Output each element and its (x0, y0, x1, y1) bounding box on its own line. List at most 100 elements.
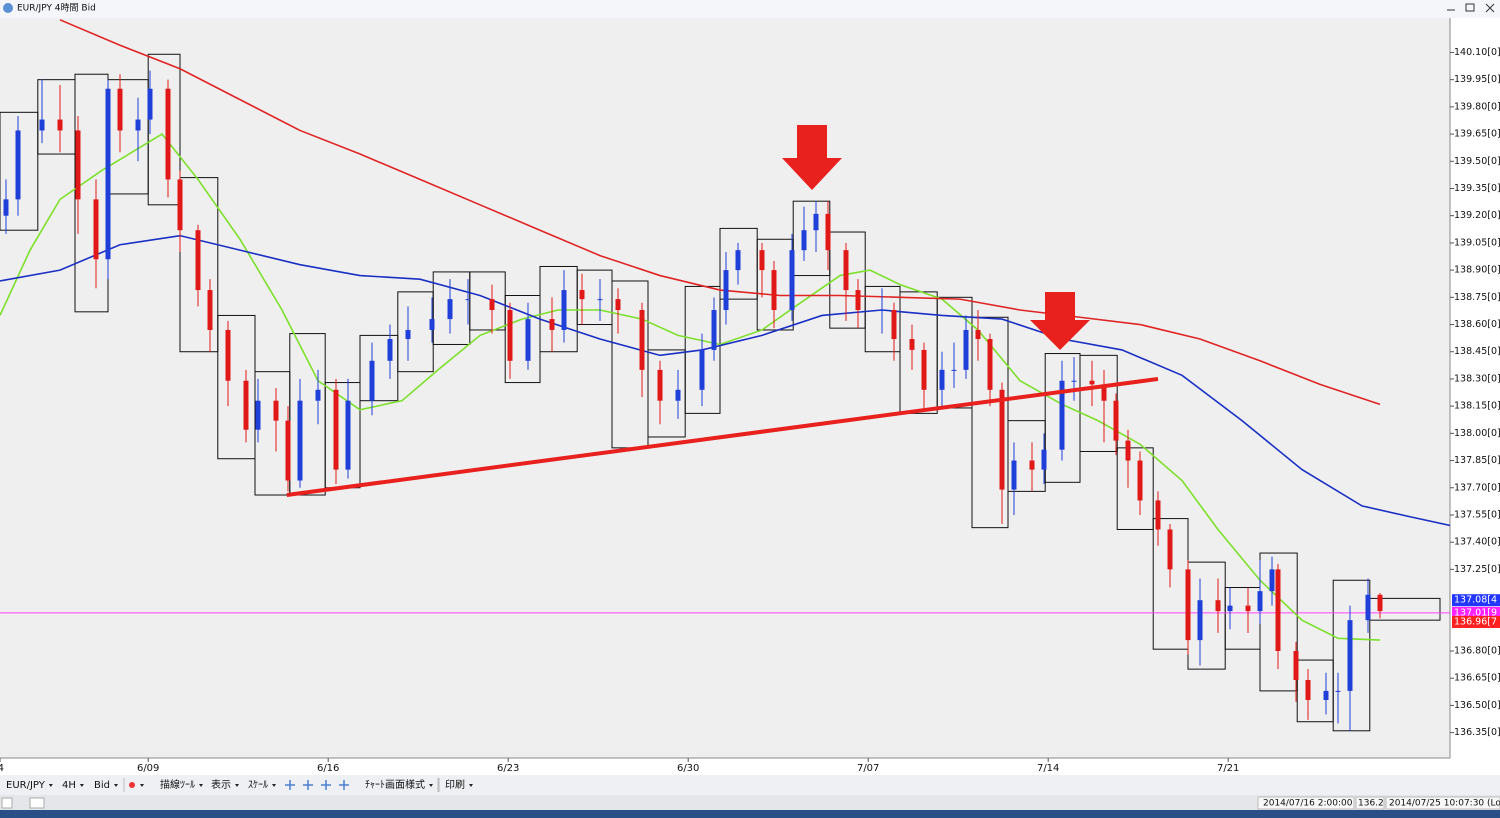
x-tick-label: 4 (0, 763, 4, 774)
toolbar-menu[interactable]: ﾁｬｰﾄ画面様式 (365, 778, 425, 791)
dropdown-arrow[interactable] (235, 784, 239, 787)
candle-body (195, 230, 201, 291)
status-cell (1355, 796, 1385, 810)
candle-body (675, 389, 681, 401)
toolbar-icon[interactable] (321, 780, 331, 790)
candle-body (1101, 384, 1107, 401)
candle-body (1275, 569, 1281, 651)
candle-body (549, 319, 555, 330)
status-text: 2014/07/25 10:07:30 (Lo (1389, 799, 1500, 809)
candle-body (843, 250, 849, 291)
candle-body (1227, 605, 1233, 612)
candle-body (1125, 440, 1131, 461)
price-tag (1452, 606, 1500, 619)
window-buttons[interactable] (1447, 3, 1495, 13)
range-box (147, 53, 181, 206)
y-tick-label: 138.30[0] (1454, 373, 1500, 384)
candle-body (465, 299, 471, 301)
toolbar-icon[interactable] (339, 780, 349, 790)
candle-body (639, 310, 645, 370)
candle-body (1365, 594, 1371, 621)
candle-body (369, 360, 375, 401)
candle-body (207, 290, 213, 330)
close-button[interactable] (1485, 3, 1495, 13)
candle-body (1137, 460, 1143, 501)
window-title: EUR/JPY 4時間 Bid (17, 3, 96, 14)
annotations (782, 125, 1090, 350)
y-tick-label: 137.55[0] (1454, 509, 1500, 520)
maximize-button[interactable] (1465, 3, 1475, 12)
candle-body (1167, 529, 1173, 570)
candle-body (1305, 680, 1311, 700)
candle-body (429, 319, 435, 330)
candle-body (1347, 620, 1353, 691)
arrow-annotation (782, 125, 842, 190)
price-tag (1452, 594, 1500, 607)
toolbar-menu[interactable]: 描線ﾂｰﾙ (160, 778, 195, 791)
status-text: 136.2 (1358, 799, 1384, 809)
scroll-left[interactable] (1, 797, 13, 809)
candle-body (387, 339, 393, 361)
toolbar-items: EUR/JPY 4H Bid 描線ﾂｰﾙ 表示 ｽｹｰﾙ ﾁｬｰﾄ画面様式 印刷 (6, 778, 473, 792)
dropdown-arrow[interactable] (272, 784, 276, 787)
y-tick-label: 139.35[0] (1454, 183, 1500, 194)
status-cell (1385, 796, 1500, 810)
candle-body (165, 88, 171, 180)
candle-body (507, 310, 513, 361)
candle-body (225, 329, 231, 381)
plot-area (0, 18, 1450, 758)
candle-body (117, 88, 123, 131)
x-tick-label: 6/23 (497, 763, 519, 774)
x-tick-label: 6/16 (317, 763, 339, 774)
candle-body (297, 400, 303, 481)
y-tick-label: 138.75[0] (1454, 292, 1500, 303)
toolbar-menu[interactable]: Bid (94, 780, 110, 791)
x-tick-label: 6/09 (137, 763, 159, 774)
dropdown-arrow[interactable] (469, 784, 473, 787)
y-tick-label: 139.05[0] (1454, 237, 1500, 248)
dropdown-arrow[interactable] (199, 784, 203, 787)
scroll-thumb[interactable] (29, 797, 45, 809)
range-box (1332, 579, 1371, 732)
x-tick-label: 7/07 (857, 763, 879, 774)
dropdown-arrow[interactable] (140, 784, 144, 787)
toolbar-menu[interactable]: 表示 (211, 778, 231, 791)
toolbar-icon[interactable] (129, 782, 135, 788)
candle-body (1059, 380, 1065, 450)
toolbar-icon[interactable] (285, 780, 295, 790)
candle-body (801, 230, 807, 251)
candle-body (1197, 600, 1203, 641)
toolbar-menu[interactable]: ｽｹｰﾙ (248, 779, 268, 791)
candle-body (1215, 600, 1221, 612)
candle-body (57, 119, 63, 131)
candle-body (909, 339, 915, 350)
range-box (0, 111, 39, 231)
dropdown-arrow[interactable] (429, 784, 433, 787)
status-text: 2014/07/16 2:00:00 (1263, 799, 1353, 809)
candle-body (243, 380, 249, 430)
candle-body (273, 400, 279, 421)
candle-body (489, 299, 495, 311)
toolbar-menu[interactable]: EUR/JPY (6, 780, 46, 791)
toolbar-icon[interactable] (303, 780, 313, 790)
candle-body (999, 389, 1005, 490)
candle-body (735, 250, 741, 271)
dropdown-arrow[interactable] (79, 784, 84, 787)
candle-body (1335, 690, 1341, 692)
toolbar-menu[interactable]: 4H (62, 780, 76, 791)
y-tick-label: 136.35[0] (1454, 727, 1500, 738)
candle-body (75, 130, 81, 200)
candle-body (1113, 400, 1119, 441)
range-box (829, 231, 866, 329)
y-tick-label: 138.60[0] (1454, 319, 1500, 330)
toolbar-menu[interactable]: 印刷 (445, 779, 465, 791)
candle-body (105, 88, 111, 260)
dropdown-arrow[interactable] (48, 784, 53, 787)
candle-body (813, 213, 819, 231)
candle-body (1029, 460, 1035, 470)
candle-body (177, 179, 183, 231)
y-tick-label: 136.50[0] (1454, 700, 1500, 711)
dropdown-arrow[interactable] (114, 784, 118, 787)
candle-body (963, 329, 969, 370)
status-cell (1257, 796, 1355, 810)
